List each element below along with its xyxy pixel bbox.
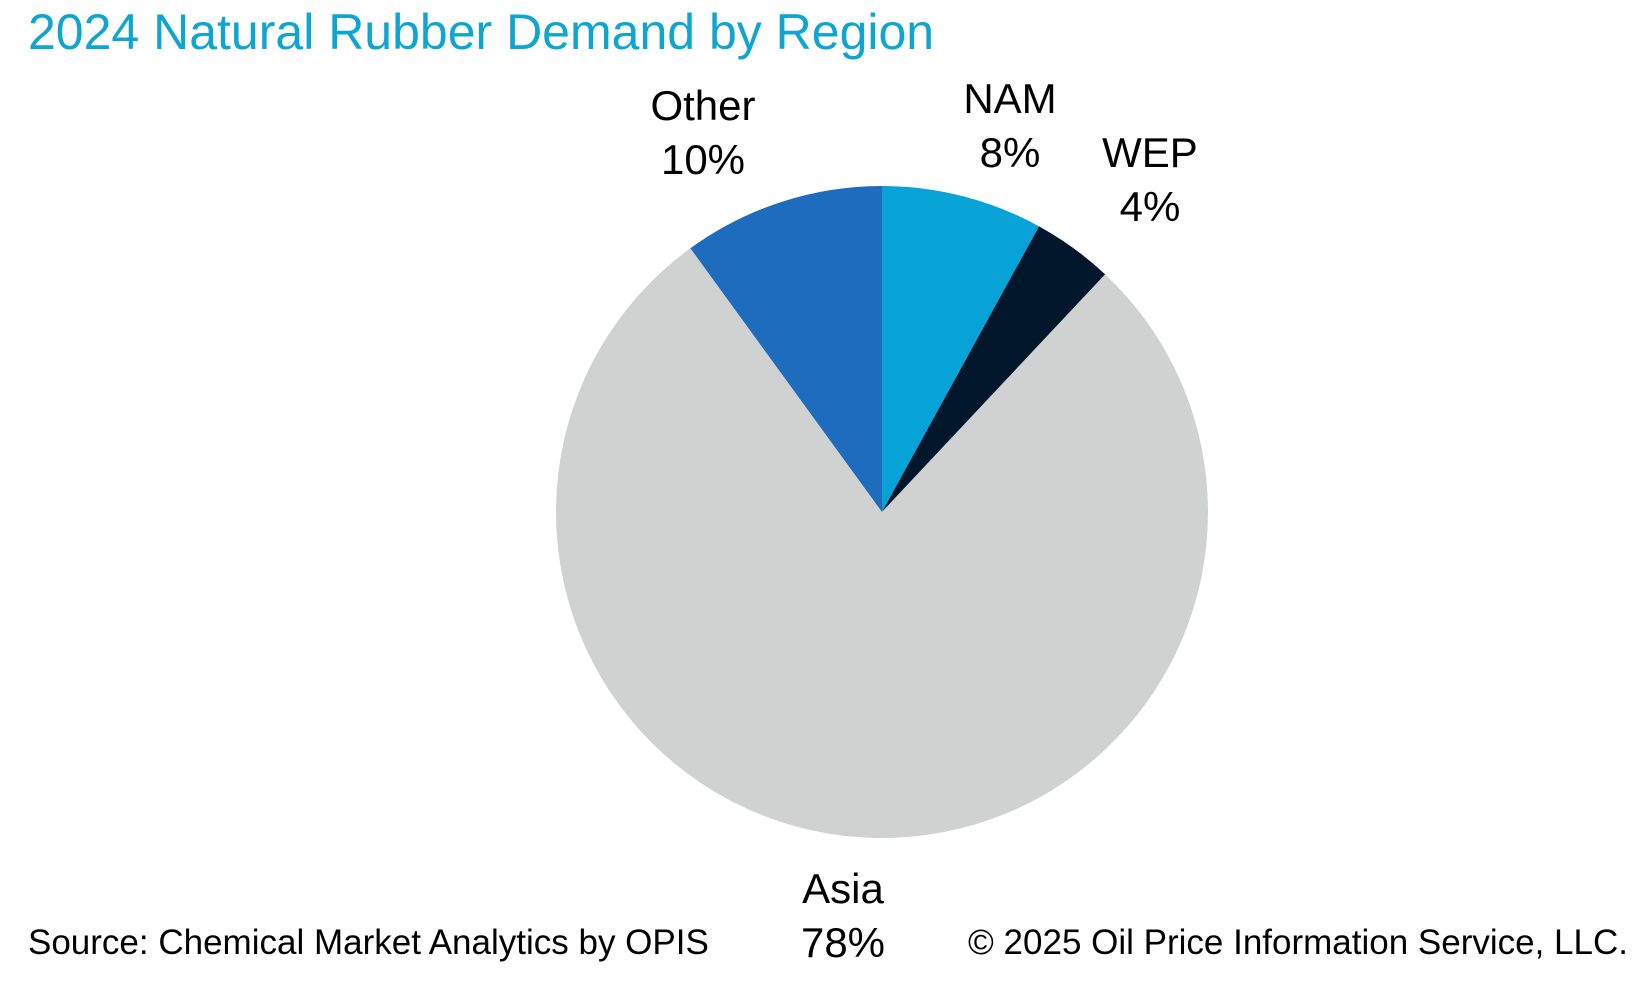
slice-label-wep: WEP — [1102, 129, 1198, 176]
source-note: Source: Chemical Market Analytics by OPI… — [28, 923, 709, 962]
pie-slice-asia — [555, 248, 1208, 839]
slice-label-nam: NAM — [963, 75, 1056, 122]
slice-label-asia: Asia — [802, 865, 884, 912]
pie-slice-nam — [882, 186, 1040, 512]
slice-value-wep: 4% — [1120, 183, 1181, 230]
copyright-note: © 2025 Oil Price Information Service, LL… — [968, 923, 1628, 962]
pie-labels: NAM 8% WEP 4% Asia 78% Other 10% — [650, 75, 1197, 966]
pie-slice-other — [690, 186, 882, 512]
slice-label-other: Other — [650, 82, 755, 129]
chart-title: 2024 Natural Rubber Demand by Region — [28, 4, 935, 60]
slice-value-nam: 8% — [980, 129, 1041, 176]
slice-value-other: 10% — [661, 136, 745, 183]
pie-slices — [555, 186, 1208, 839]
slice-value-asia: 78% — [801, 919, 885, 966]
pie-slice-wep — [882, 226, 1106, 512]
